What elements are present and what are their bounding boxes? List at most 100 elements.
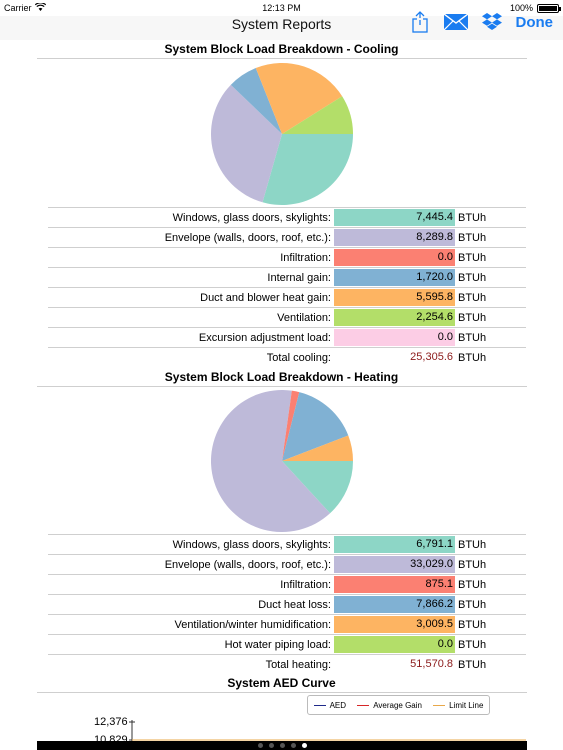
row-unit: BTUh bbox=[458, 638, 487, 651]
row-label: Windows, glass doors, skylights: bbox=[172, 538, 331, 551]
table-row: Ventilation: 2,254.6 BTUh bbox=[48, 307, 526, 327]
divider bbox=[37, 692, 527, 693]
divider bbox=[37, 58, 527, 59]
page-dot[interactable] bbox=[301, 743, 307, 748]
row-unit: BTUh bbox=[458, 231, 487, 244]
share-icon[interactable] bbox=[408, 10, 432, 34]
pie-slice bbox=[262, 134, 353, 205]
total-label: Total cooling: bbox=[266, 351, 331, 364]
dropbox-icon[interactable] bbox=[480, 10, 504, 34]
table-row: Envelope (walls, doors, roof, etc.): 33,0… bbox=[48, 554, 526, 574]
total-value: 51,570.8 bbox=[410, 658, 453, 670]
row-value: 875.1 bbox=[334, 576, 455, 593]
legend-item: Limit Line bbox=[433, 701, 483, 710]
row-value: 0.0 bbox=[334, 249, 455, 266]
heating-pie-chart bbox=[211, 390, 353, 532]
navigation-bar: System Reports Done bbox=[0, 11, 563, 40]
pie-slice bbox=[282, 96, 353, 134]
row-label: Ventilation/winter humidification: bbox=[174, 618, 331, 631]
pie-slice bbox=[255, 63, 343, 135]
cooling-breakdown-table: Windows, glass doors, skylights: 7,445.4 B… bbox=[48, 207, 526, 367]
table-row: Infiltration: 0.0 BTUh bbox=[48, 247, 526, 267]
row-value: 3,009.5 bbox=[334, 616, 455, 633]
row-unit: BTUh bbox=[458, 251, 487, 264]
row-value: 5,595.8 bbox=[334, 289, 455, 306]
legend-swatch bbox=[433, 704, 446, 706]
row-value: 0.0 bbox=[334, 329, 455, 346]
row-unit: BTUh bbox=[458, 331, 487, 344]
legend-item: Average Gain bbox=[357, 701, 422, 710]
row-unit: BTUh bbox=[458, 558, 487, 571]
cooling-section-title: System Block Load Breakdown - Cooling bbox=[164, 42, 399, 56]
page-dot[interactable] bbox=[279, 743, 285, 748]
row-label: Infiltration: bbox=[280, 578, 331, 591]
page-dot[interactable] bbox=[268, 743, 274, 748]
legend-item: AED bbox=[313, 701, 346, 710]
row-unit: BTUh bbox=[458, 291, 487, 304]
aed-chart-plot bbox=[129, 720, 526, 744]
row-unit: BTUh bbox=[458, 618, 487, 631]
legend-swatch bbox=[357, 704, 370, 706]
done-button[interactable]: Done bbox=[515, 13, 554, 31]
row-label: Ventilation: bbox=[277, 311, 331, 324]
row-unit: BTUh bbox=[458, 211, 487, 224]
row-value: 7,445.4 bbox=[334, 209, 455, 226]
pie-slice bbox=[211, 390, 331, 532]
cooling-pie-chart bbox=[211, 63, 353, 205]
pie-slice bbox=[282, 435, 353, 461]
row-label: Duct heat loss: bbox=[258, 598, 331, 611]
heating-breakdown-table: Windows, glass doors, skylights: 6,791.1 B… bbox=[48, 534, 526, 674]
divider bbox=[37, 386, 527, 387]
page-dot[interactable] bbox=[257, 743, 263, 748]
mail-icon[interactable] bbox=[443, 10, 468, 34]
row-label: Excursion adjustment load: bbox=[198, 331, 331, 344]
legend-label: Average Gain bbox=[373, 700, 422, 710]
row-unit: BTUh bbox=[458, 311, 487, 324]
row-unit: BTUh bbox=[458, 578, 487, 591]
table-row: Windows, glass doors, skylights: 7,445.4 B… bbox=[48, 207, 526, 227]
row-label: Envelope (walls, doors, roof, etc.): bbox=[164, 558, 331, 571]
legend-swatch bbox=[313, 704, 326, 706]
page-indicator-bar bbox=[37, 741, 527, 750]
battery-percent: 100% bbox=[509, 3, 533, 13]
carrier-label: Carrier bbox=[4, 3, 32, 13]
total-unit: BTUh bbox=[458, 658, 487, 671]
row-unit: BTUh bbox=[458, 598, 487, 611]
row-label: Infiltration: bbox=[280, 251, 331, 264]
pie-slice bbox=[230, 68, 282, 134]
row-value: 1,720.0 bbox=[334, 269, 455, 286]
row-label: Windows, glass doors, skylights: bbox=[172, 211, 331, 224]
pie-slice bbox=[282, 392, 349, 461]
legend-label: Limit Line bbox=[449, 700, 484, 710]
total-value: 25,305.6 bbox=[410, 351, 453, 363]
table-row: Windows, glass doors, skylights: 6,791.1 B… bbox=[48, 534, 526, 554]
table-row: Ventilation/winter humidification: 3,009.… bbox=[48, 614, 526, 634]
pie-slice bbox=[211, 84, 282, 203]
table-row: Duct heat loss: 7,866.2 BTUh bbox=[48, 594, 526, 614]
row-label: Internal gain: bbox=[267, 271, 331, 284]
total-row: Total heating: 51,570.8 BTUh bbox=[48, 654, 526, 674]
table-row: Hot water piping load: 0.0 BTUh bbox=[48, 634, 526, 654]
page-dot[interactable] bbox=[290, 743, 296, 748]
status-bar: Carrier 12:13 PM 100% bbox=[0, 0, 563, 16]
total-row: Total cooling: 25,305.6 BTUh bbox=[48, 347, 526, 367]
row-value: 2,254.6 bbox=[334, 309, 455, 326]
pie-slice bbox=[282, 390, 300, 461]
row-label: Hot water piping load: bbox=[224, 638, 331, 651]
wifi-icon bbox=[34, 2, 46, 13]
table-row: Excursion adjustment load: 0.0 BTUh bbox=[48, 327, 526, 347]
table-row: Infiltration: 875.1 BTUh bbox=[48, 574, 526, 594]
aed-section-title: System AED Curve bbox=[227, 676, 336, 690]
heating-section-title: System Block Load Breakdown - Heating bbox=[164, 370, 399, 384]
battery-icon bbox=[537, 3, 561, 13]
total-unit: BTUh bbox=[458, 351, 487, 364]
row-label: Duct and blower heat gain: bbox=[200, 291, 331, 304]
row-label: Envelope (walls, doors, roof, etc.): bbox=[164, 231, 331, 244]
table-row: Internal gain: 1,720.0 BTUh bbox=[48, 267, 526, 287]
row-value: 33,029.0 bbox=[334, 556, 455, 573]
aed-y-tick-label: 12,376 bbox=[94, 716, 128, 728]
row-value: 8,289.8 bbox=[334, 229, 455, 246]
total-label: Total heating: bbox=[265, 658, 331, 671]
status-time: 12:13 PM bbox=[262, 3, 301, 13]
row-value: 6,791.1 bbox=[334, 536, 455, 553]
